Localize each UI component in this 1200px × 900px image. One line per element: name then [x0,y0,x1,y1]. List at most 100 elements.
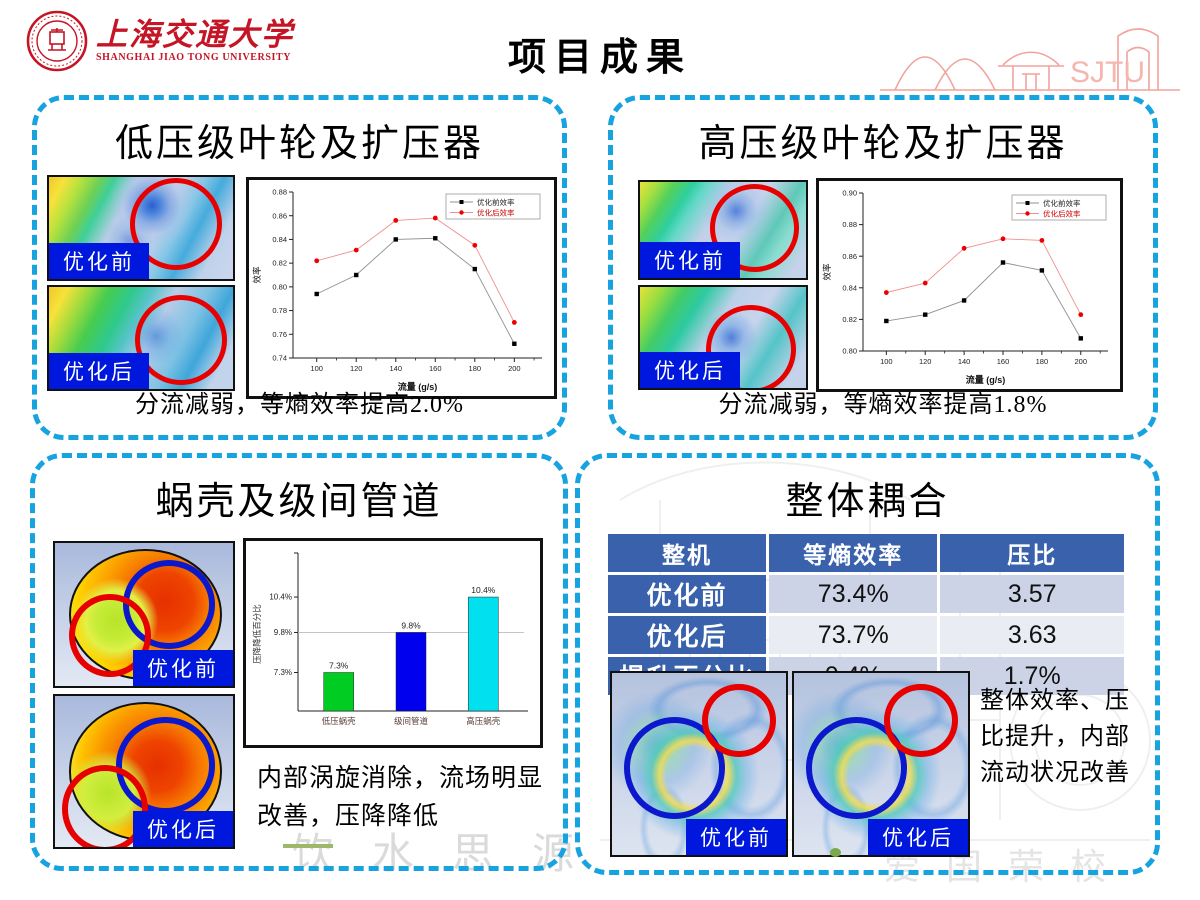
table-header-cell: 整机 [608,534,767,572]
svg-text:优化后效率: 优化后效率 [477,207,515,217]
svg-text:0.88: 0.88 [842,220,857,229]
svg-text:高压蜗壳: 高压蜗壳 [466,716,501,726]
flow-image-coupling-after: 优化后 [792,671,970,857]
svg-text:10.4%: 10.4% [471,585,496,595]
svg-text:7.3%: 7.3% [274,668,292,677]
table-header-row: 整机 等熵效率 压比 [608,534,1124,572]
table-header-cell: 压比 [940,534,1124,572]
svg-text:180: 180 [469,364,482,373]
panel-coupling-title: 整体耦合 [785,481,950,523]
cfd-image-lp-after: 优化后 [47,285,235,391]
table-cell: 73.4% [769,575,938,613]
svg-text:180: 180 [1036,357,1049,366]
logo-text-cn: 上海交通大学 [96,17,294,53]
decorative-green-dot [830,848,841,857]
svg-text:9.8%: 9.8% [274,628,292,637]
table-row: 优化前 73.4% 3.57 [608,575,1124,613]
panel-high-pressure: 高压级叶轮及扩压器 优化前 优化后 0.80 0.82 0.84 0.86 0.88 0.… [608,95,1158,440]
cfd-image-lp-before: 优化前 [47,175,235,281]
svg-text:压降降低百分比: 压降降低百分比 [252,604,262,664]
cfd-image-hp-after: 优化后 [638,285,808,390]
svg-text:效率: 效率 [252,266,262,284]
svg-text:140: 140 [958,357,971,366]
svg-text:效率: 效率 [822,263,832,281]
table-cell: 优化后 [608,616,767,654]
image-label: 优化前 [49,243,149,279]
svg-text:140: 140 [390,364,403,373]
svg-text:0.76: 0.76 [272,330,287,339]
svg-text:0.74: 0.74 [272,354,287,363]
svg-text:7.3%: 7.3% [329,661,349,671]
table-header-cell: 等熵效率 [769,534,938,572]
svg-text:0.86: 0.86 [842,252,857,261]
decorative-green-line [283,844,333,848]
svg-text:10.4%: 10.4% [269,593,292,602]
svg-text:0.80: 0.80 [272,282,287,291]
svg-text:200: 200 [1075,357,1088,366]
table-cell: 3.57 [940,575,1124,613]
highlight-circle-red [702,683,776,757]
table-cell: 1.7% [940,657,1124,695]
panel-volute: 蜗壳及级间管道 优化前 优化后 7.3% 7.3% 低压蜗壳 9.8% 9.8% 级间管道… [30,453,568,871]
svg-text:9.8%: 9.8% [401,620,421,630]
logo-text-en: SHANGHAI JIAO TONG UNIVERSITY [96,51,292,63]
table-cell: 优化前 [608,575,767,613]
image-label: 优化前 [686,819,786,855]
page-title: 项目成果 [507,37,692,79]
svg-text:100: 100 [310,364,323,373]
svg-text:优化前效率: 优化前效率 [1043,198,1081,208]
sjtu-logo: 上海交通大学 SHANGHAI JIAO TONG UNIVERSITY [26,10,294,72]
svg-text:流量 (g/s): 流量 (g/s) [966,374,1006,385]
svg-text:0.86: 0.86 [272,211,287,220]
highlight-circle-red [709,183,800,273]
hp-efficiency-chart-box: 0.80 0.82 0.84 0.86 0.88 0.90 100 120 140 160 180 2… [816,178,1123,392]
cfd-image-hp-before: 优化前 [638,180,808,280]
svg-text:200: 200 [508,364,521,373]
sjtu-seal-icon [26,10,88,72]
contour-image-volute-after: 优化后 [53,694,235,849]
table-cell: 3.63 [940,616,1124,654]
sjtu-skyline-sketch: SJTU [880,28,1180,91]
highlight-circle-red [884,683,958,757]
highlight-circle-blue [624,716,726,819]
highlight-circle-blue [806,716,908,819]
volute-caption: 内部涡旋消除，流场明显改善，压降降低 [257,765,544,830]
highlight-circle-red [706,305,797,388]
svg-text:160: 160 [429,364,442,373]
highlight-circle-red [135,295,228,385]
highlight-circle-red [129,178,222,270]
svg-text:0.78: 0.78 [272,306,287,315]
pressure-drop-chart-box: 7.3% 7.3% 低压蜗壳 9.8% 9.8% 级间管道 10.4% 10.4% 高压蜗壳 压降… [243,538,543,748]
lp-caption: 分流减弱，等熵效率提高2.0% [135,392,464,418]
table-cell: 73.7% [769,616,938,654]
lp-efficiency-chart-box: 0.74 0.76 0.78 0.80 0.82 0.84 0.86 0.88 100 120 14… [246,177,557,399]
svg-text:流量 (g/s): 流量 (g/s) [398,381,438,392]
highlight-circle-blue [115,717,216,814]
panel-high-pressure-title: 高压级叶轮及扩压器 [698,123,1068,165]
svg-text:优化前效率: 优化前效率 [477,197,515,207]
image-label: 优化后 [49,353,149,389]
panel-coupling: 整体耦合 整机 等熵效率 压比 优化前 73.4% 3.57 优化后 73.7%… [575,453,1160,875]
svg-text:120: 120 [919,357,932,366]
highlight-circle-red [62,765,148,847]
flow-image-coupling-before: 优化前 [610,671,788,857]
panel-low-pressure-title: 低压级叶轮及扩压器 [114,123,484,165]
sketch-sjtu-text: SJTU [1070,56,1145,89]
hp-caption: 分流减弱，等熵效率提高1.8% [718,392,1048,418]
image-label: 优化前 [640,242,740,278]
contour-image-volute-before: 优化前 [53,541,235,688]
pressure-drop-chart: 7.3% 7.3% 低压蜗壳 9.8% 9.8% 级间管道 10.4% 10.4% 高压蜗壳 压降… [252,552,528,726]
svg-text:级间管道: 级间管道 [394,716,429,726]
coupling-caption: 整体效率、压比提升，内部流动状况改善 [980,688,1130,786]
lp-efficiency-chart: 0.74 0.76 0.78 0.80 0.82 0.84 0.86 0.88 100 120 14… [252,188,542,392]
svg-text:优化后效率: 优化后效率 [1043,208,1081,218]
panel-volute-title: 蜗壳及级间管道 [155,481,443,523]
svg-text:0.80: 0.80 [842,347,857,356]
image-label: 优化前 [133,650,233,686]
coupling-table: 整机 等熵效率 压比 优化前 73.4% 3.57 优化后 73.7% 3.63… [605,531,1127,698]
svg-text:160: 160 [997,357,1010,366]
image-label: 优化后 [640,352,740,388]
svg-text:0.84: 0.84 [272,235,287,244]
svg-text:0.82: 0.82 [272,259,287,268]
